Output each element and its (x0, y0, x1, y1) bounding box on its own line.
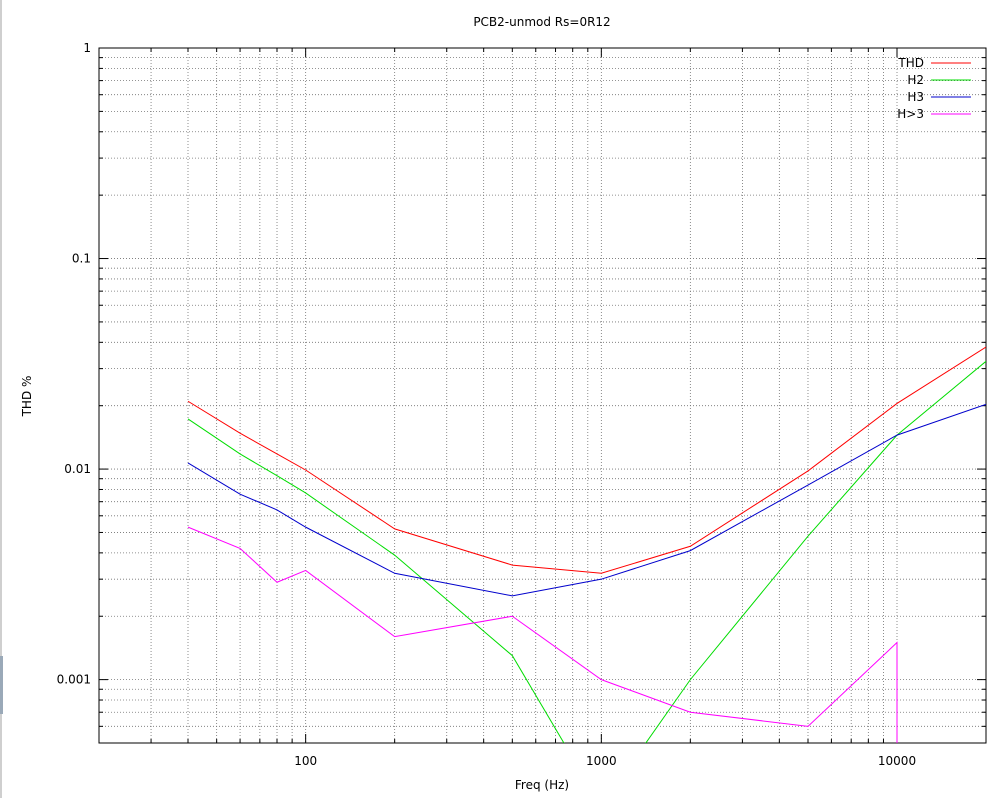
y-tick-label: 1 (83, 41, 91, 55)
axes: 100 1000 10000 1 0.1 0.01 0.001 (57, 41, 987, 768)
window-left-edge (0, 0, 2, 798)
legend: THD H2 H3 H>3 (897, 56, 971, 121)
plot-border (98, 47, 987, 744)
series-line-h2 (187, 360, 986, 743)
grid (99, 47, 986, 743)
legend-label: H3 (907, 90, 924, 104)
legend-label: H2 (907, 73, 924, 87)
x-tick-label: 100 (294, 754, 317, 768)
window-edge-tab (0, 656, 3, 714)
x-axis-label: Freq (Hz) (515, 778, 569, 792)
series-lines (187, 346, 986, 743)
y-tick-label: 0.001 (57, 673, 91, 687)
x-tick-label: 1000 (586, 754, 617, 768)
legend-label: H>3 (897, 107, 924, 121)
series-line-thd (187, 346, 986, 574)
y-tick-label: 0.1 (72, 252, 91, 266)
x-tick-label: 10000 (878, 754, 916, 768)
y-tick-label: 0.01 (64, 462, 91, 476)
legend-label: THD (897, 56, 924, 70)
chart-title: PCB2-unmod Rs=0R12 (473, 15, 610, 29)
y-axis-label: THD % (20, 376, 34, 418)
series-line-h3 (187, 403, 986, 597)
series-line-h-3 (187, 526, 898, 743)
